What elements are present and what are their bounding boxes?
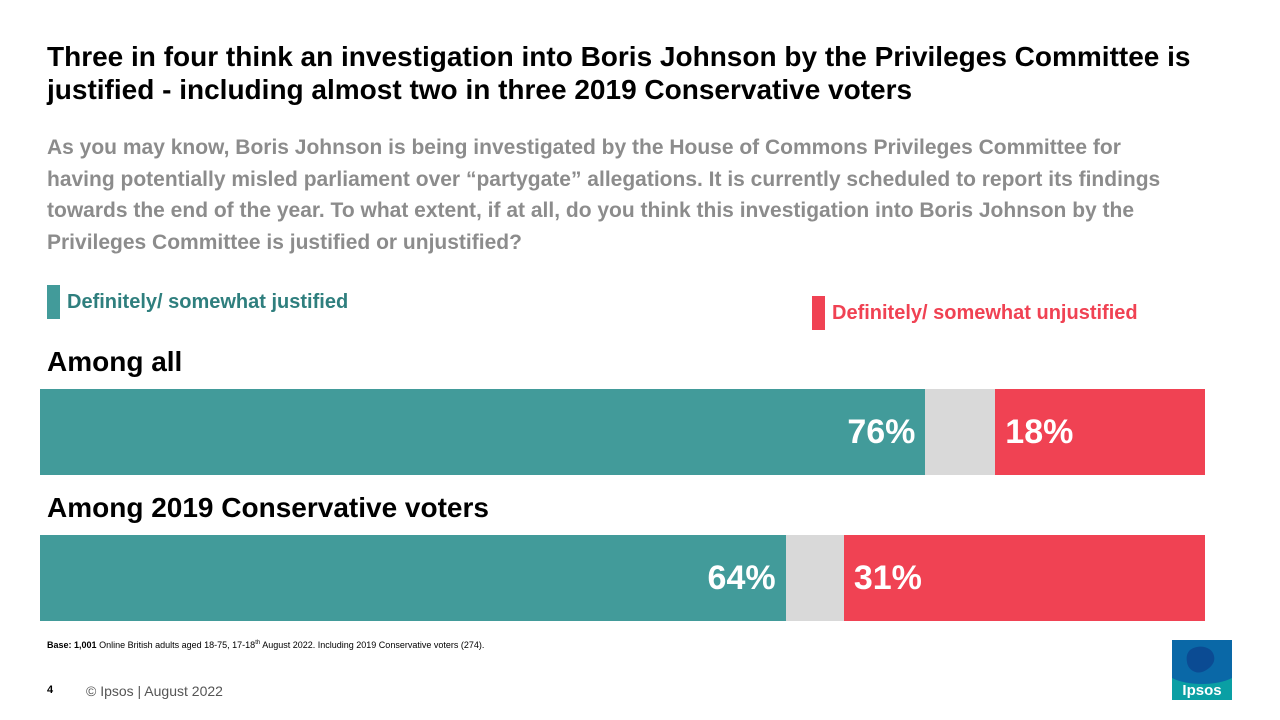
survey-question: As you may know, Boris Johnson is being … xyxy=(47,136,1161,254)
base-note: Base: 1,001 Online British adults aged 1… xyxy=(47,640,484,650)
legend-unjustified: Definitely/ somewhat unjustified xyxy=(812,296,1138,330)
copyright: © Ipsos | August 2022 xyxy=(86,683,223,699)
base-text-2: August 2022. Including 2019 Conservative… xyxy=(262,640,485,650)
slide-title: Three in four think an investigation int… xyxy=(47,41,1191,105)
data-label-unjustified-conservative: 31% xyxy=(853,558,922,597)
data-label-justified-conservative: 64% xyxy=(707,558,776,597)
stacked-bar-conservative: 64% 31% xyxy=(40,535,1205,621)
base-text-1: Online British adults aged 18-75, 17-18 xyxy=(99,640,256,650)
data-label-justified-all: 76% xyxy=(847,412,916,451)
category-label-all: Among all xyxy=(47,346,183,377)
bar-segment-justified-all: 76% xyxy=(40,389,926,475)
ipsos-logo-icon: Ipsos xyxy=(1172,640,1232,700)
legend-swatch-unjustified xyxy=(812,296,825,330)
base-count: 1,001 xyxy=(74,640,97,650)
legend-label-justified: Definitely/ somewhat justified xyxy=(67,290,349,313)
bar-segment-neither-conservative xyxy=(785,535,844,621)
bar-segment-unjustified-all: 18% xyxy=(995,389,1205,475)
category-label-conservative: Among 2019 Conservative voters xyxy=(47,492,489,523)
data-label-unjustified-all: 18% xyxy=(1005,412,1074,451)
page-number: 4 xyxy=(47,684,54,696)
legend-justified: Definitely/ somewhat justified xyxy=(47,285,348,319)
stacked-bar-all: 76% 18% xyxy=(40,389,1205,475)
bar-segment-unjustified-conservative: 31% xyxy=(843,535,1205,621)
bar-segment-neither-all xyxy=(925,389,996,475)
legend-swatch-justified xyxy=(47,285,60,319)
legend-label-unjustified: Definitely/ somewhat unjustified xyxy=(832,301,1138,324)
base-label: Base: xyxy=(47,640,72,650)
ipsos-logo: Ipsos xyxy=(1172,640,1232,700)
logo-text: Ipsos xyxy=(1182,682,1221,699)
base-sup: th xyxy=(255,640,261,646)
bar-segment-justified-conservative: 64% xyxy=(40,535,786,621)
